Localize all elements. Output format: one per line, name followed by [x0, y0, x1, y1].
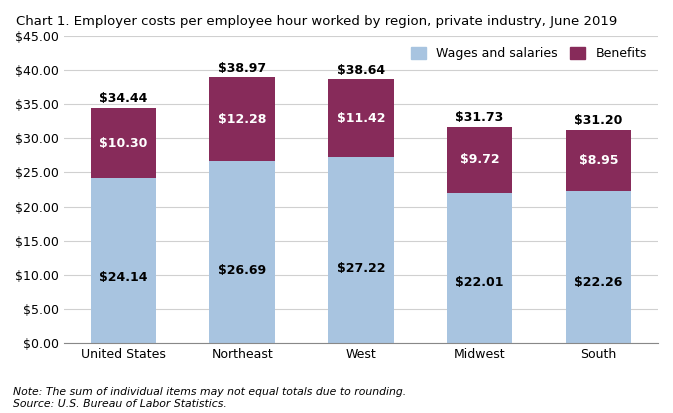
- Bar: [328, 79, 394, 157]
- Bar: [209, 161, 275, 343]
- Text: $12.28: $12.28: [218, 113, 267, 126]
- Legend: Wages and salaries, Benefits: Wages and salaries, Benefits: [406, 43, 651, 65]
- Text: $24.14: $24.14: [99, 271, 147, 284]
- Bar: [566, 191, 631, 343]
- Text: Chart 1. Employer costs per employee hour worked by region, private industry, Ju: Chart 1. Employer costs per employee hou…: [16, 15, 617, 28]
- Text: $38.64: $38.64: [336, 64, 385, 77]
- Bar: [447, 193, 512, 343]
- Bar: [447, 127, 512, 193]
- Text: $38.97: $38.97: [218, 62, 267, 74]
- Bar: [91, 108, 156, 178]
- Text: $22.01: $22.01: [456, 276, 504, 290]
- Text: $8.95: $8.95: [579, 154, 618, 167]
- Bar: [209, 77, 275, 161]
- Text: $9.72: $9.72: [460, 153, 499, 166]
- Text: $31.20: $31.20: [574, 114, 623, 128]
- Text: $10.30: $10.30: [99, 137, 147, 150]
- Bar: [91, 178, 156, 343]
- Text: $31.73: $31.73: [456, 111, 503, 124]
- Text: $34.44: $34.44: [99, 93, 147, 105]
- Text: $11.42: $11.42: [336, 112, 385, 125]
- Text: $27.22: $27.22: [336, 262, 385, 275]
- Text: $22.26: $22.26: [574, 276, 623, 289]
- Text: $26.69: $26.69: [218, 263, 267, 277]
- Bar: [566, 130, 631, 191]
- Text: Note: The sum of individual items may not equal totals due to rounding.
Source: : Note: The sum of individual items may no…: [13, 387, 406, 409]
- Bar: [328, 157, 394, 343]
